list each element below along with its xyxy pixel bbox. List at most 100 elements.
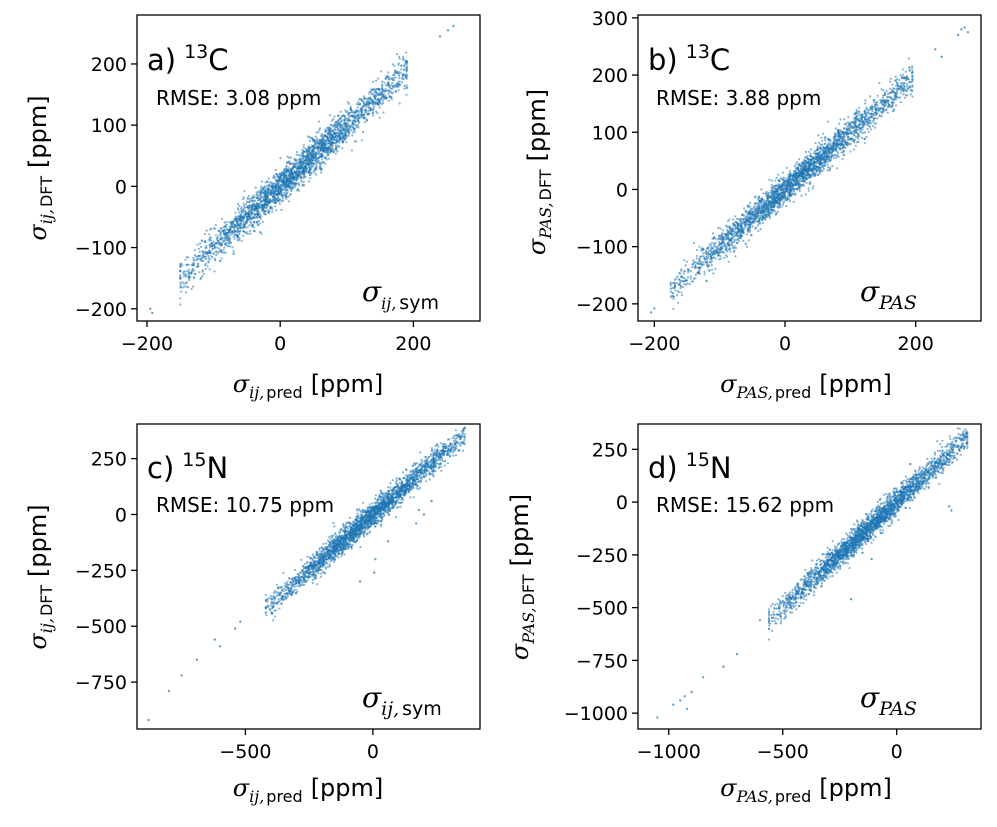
scatter-point: [856, 125, 860, 128]
scatter-point: [758, 201, 761, 204]
scatter-point: [390, 92, 394, 95]
scatter-point: [375, 90, 378, 93]
scatter-point: [363, 111, 367, 114]
scatter-point: [201, 270, 204, 273]
scatter-point: [349, 108, 352, 111]
scatter-point: [270, 186, 274, 189]
scatter-point-outlier: [452, 24, 455, 28]
scatter-point: [186, 263, 189, 266]
scatter-point: [352, 122, 355, 125]
scatter-point: [362, 101, 365, 104]
scatter-point: [259, 196, 262, 199]
scatter-point: [719, 227, 722, 230]
scatter-point: [854, 124, 857, 127]
scatter-point: [772, 185, 775, 188]
scatter-point: [343, 130, 346, 133]
scatter-point: [691, 263, 694, 266]
scatter-point: [859, 130, 862, 133]
scatter-point: [253, 230, 256, 233]
scatter-point: [852, 148, 856, 151]
scatter-point: [324, 162, 327, 165]
scatter-point: [242, 202, 245, 205]
scatter-point: [405, 70, 408, 73]
scatter-point-outlier: [151, 311, 154, 315]
scatter-point: [294, 185, 297, 188]
scatter-point: [298, 157, 301, 160]
scatter-point: [367, 104, 370, 107]
scatter-point: [222, 248, 225, 251]
scatter-point: [674, 289, 677, 292]
scatter-point: [321, 133, 324, 136]
scatter-point: [313, 140, 316, 143]
scatter-point: [290, 189, 293, 193]
scatter-point: [719, 257, 722, 260]
scatter-point: [696, 271, 699, 274]
scatter-point: [747, 239, 750, 242]
scatter-point: [343, 116, 347, 119]
scatter-point: [387, 71, 390, 74]
scatter-point: [280, 208, 283, 211]
scatter-point: [694, 273, 697, 276]
scatter-point: [295, 150, 298, 154]
scatter-point: [402, 57, 405, 61]
y-tick-label: −200: [75, 299, 127, 321]
scatter-point: [297, 153, 300, 156]
scatter-point: [201, 275, 204, 278]
scatter-point: [725, 225, 729, 228]
scatter-point: [757, 207, 761, 210]
scatter-point: [333, 138, 336, 141]
scatter-point: [197, 247, 200, 250]
scatter-point: [669, 282, 672, 286]
scatter-point: [366, 97, 369, 100]
scatter-point: [329, 123, 332, 126]
scatter-point: [264, 189, 267, 193]
scatter-point: [770, 179, 774, 182]
scatter-point: [707, 252, 710, 255]
scatter-point: [295, 153, 298, 156]
scatter-point: [360, 113, 363, 117]
scatter-point: [372, 93, 375, 96]
scatter-point: [306, 149, 310, 152]
scatter-point: [712, 232, 715, 235]
scatter-point: [901, 73, 905, 76]
scatter-point: [347, 112, 350, 115]
scatter-point: [288, 183, 291, 186]
scatter-point: [346, 126, 349, 129]
scatter-point: [238, 237, 241, 241]
scatter-point: [904, 70, 907, 73]
scatter-point: [234, 215, 238, 218]
scatter-point: [314, 142, 317, 145]
scatter-point: [304, 167, 307, 170]
scatter-point: [247, 208, 250, 211]
scatter-point: [673, 287, 676, 290]
scatter-point: [393, 73, 396, 77]
scatter-point: [284, 187, 287, 190]
scatter-point: [696, 261, 699, 264]
scatter-point: [786, 195, 789, 198]
scatter-point: [203, 264, 206, 267]
scatter-point: [253, 199, 256, 202]
scatter-point: [242, 216, 245, 219]
scatter-point: [340, 119, 343, 122]
scatter-point: [741, 213, 744, 216]
scatter-point: [243, 223, 246, 227]
scatter-point: [332, 125, 335, 128]
scatter-point: [287, 178, 290, 181]
scatter-point: [864, 102, 867, 105]
scatter-point: [245, 215, 249, 218]
scatter-point: [821, 165, 824, 168]
scatter-point-outlier: [232, 252, 235, 255]
scatter-point: [867, 130, 870, 133]
scatter-point: [809, 148, 813, 151]
scatter-point: [269, 205, 272, 208]
scatter-point: [231, 225, 234, 228]
scatter-point: [816, 160, 819, 163]
scatter-point: [825, 154, 829, 157]
scatter-point: [314, 135, 318, 138]
scatter-point: [781, 204, 784, 207]
scatter-point: [240, 211, 244, 214]
scatter-point: [881, 96, 885, 99]
scatter-point: [785, 166, 788, 169]
scatter-point: [325, 141, 328, 144]
scatter-point: [187, 268, 190, 271]
